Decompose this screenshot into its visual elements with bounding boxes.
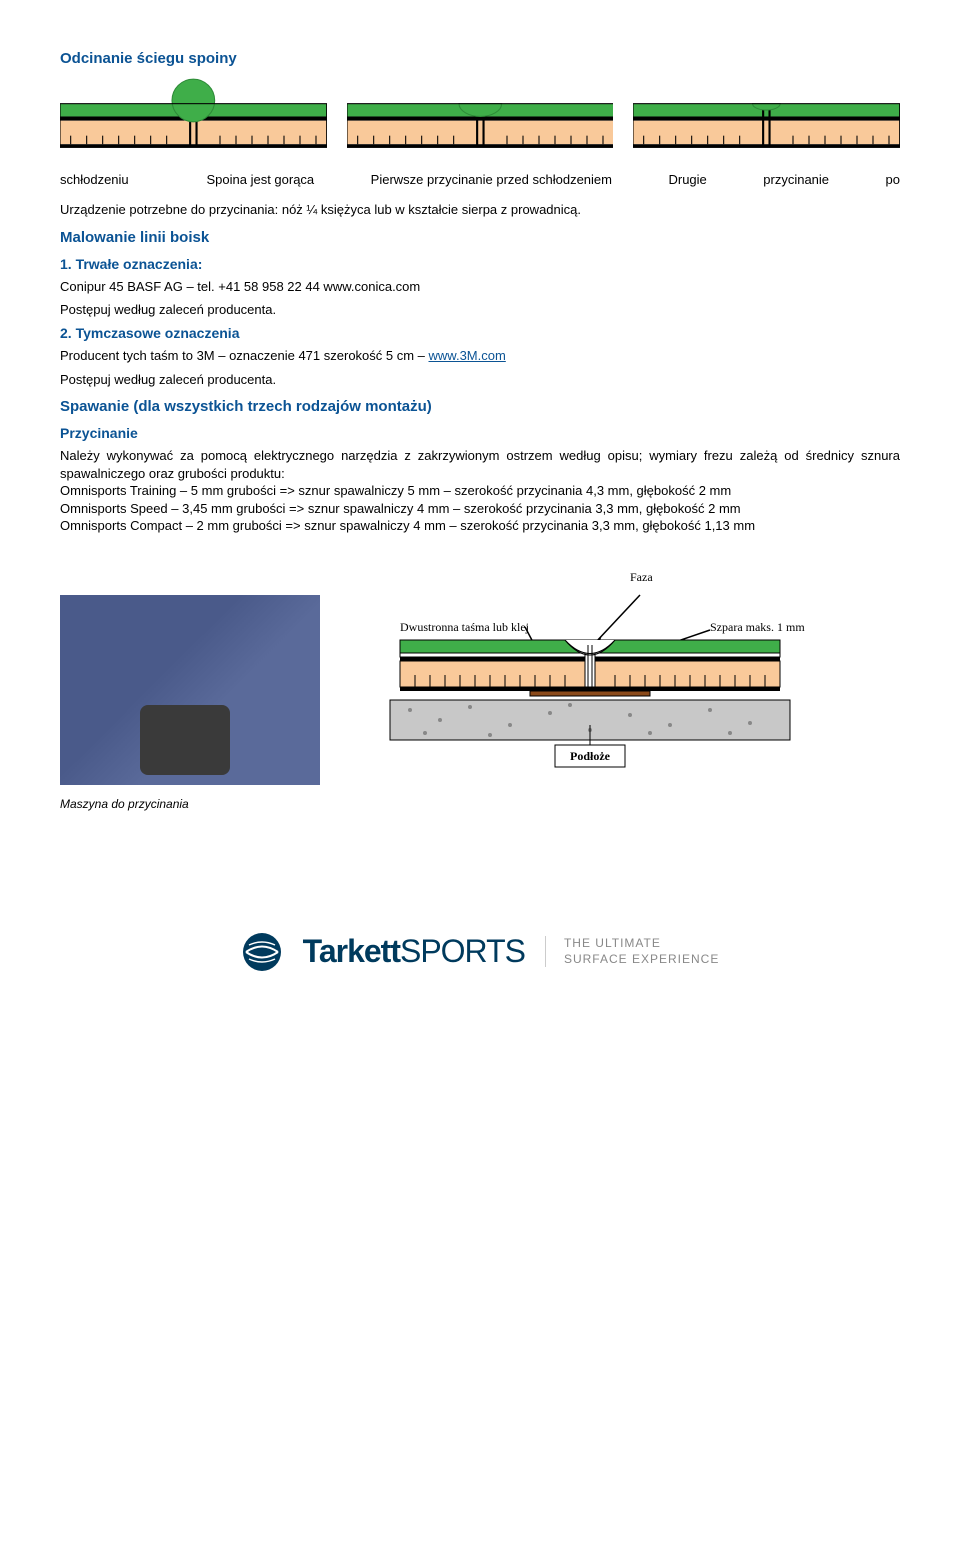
- caption-second-trim-b: przycinanie: [763, 172, 829, 187]
- footer: TarkettSPORTS THE ULTIMATE SURFACE EXPER…: [60, 931, 900, 973]
- logo-text: TarkettSPORTS: [303, 933, 525, 970]
- diagram-captions: schłodzeniu Spoina jest gorąca Pierwsze …: [60, 172, 900, 187]
- cross-section-svg: Podłoże: [370, 575, 810, 775]
- logo-sub: SPORTS: [400, 933, 525, 969]
- caption-c3-line2: schłodzeniu: [60, 172, 150, 187]
- heading-welding: Spawanie (dla wszystkich trzech rodzajów…: [60, 398, 900, 415]
- sec1-l1: Conipur 45 BASF AG – tel. +41 58 958 22 …: [60, 278, 900, 296]
- photo-block: Maszyna do przycinania: [60, 575, 320, 811]
- label-substrate: Podłoże: [570, 749, 611, 763]
- diagram-first-trim: [347, 77, 614, 162]
- cross-section-diagram: Faza Dwustronna taśma lub klej Szpara ma…: [370, 575, 900, 775]
- label-faza: Faza: [630, 570, 653, 585]
- diagram-hot-weld: [60, 77, 327, 162]
- sec2-l1: Producent tych taśm to 3M – oznaczenie 4…: [60, 347, 900, 365]
- heading-line-painting: Malowanie linii boisk: [60, 229, 900, 246]
- sec2-l1a: Producent tych taśm to 3M – oznaczenie 4…: [60, 348, 429, 363]
- caption-second-trim-c: po: [886, 172, 900, 187]
- photo-caption: Maszyna do przycinania: [60, 797, 320, 811]
- cut-title: Przycinanie: [60, 425, 900, 441]
- lower-row: Maszyna do przycinania Faza Dwustronna t…: [60, 575, 900, 811]
- label-tape: Dwustronna taśma lub klej: [400, 620, 529, 635]
- tool-paragraph: Urządzenie potrzebne do przycinania: nóż…: [60, 201, 900, 219]
- sec1-title: 1. Trwałe oznaczenia:: [60, 256, 900, 272]
- heading-cutting-weld: Odcinanie ściegu spoiny: [60, 50, 900, 67]
- caption-hot: Spoina jest gorąca: [206, 172, 314, 187]
- diagram-second-trim: [633, 77, 900, 162]
- sec2-title: 2. Tymczasowe oznaczenia: [60, 325, 900, 341]
- logo-globe-icon: [241, 931, 283, 973]
- tagline-l1: THE ULTIMATE: [564, 936, 719, 952]
- weld-diagrams-row: [60, 77, 900, 162]
- cut-body: Należy wykonywać za pomocą elektrycznego…: [60, 447, 900, 535]
- tagline-l2: SURFACE EXPERIENCE: [564, 952, 719, 968]
- trim-machine-photo: [60, 595, 320, 785]
- link-3m[interactable]: www.3M.com: [429, 348, 506, 363]
- sec2-l2: Postępuj według zaleceń producenta.: [60, 371, 900, 389]
- caption-first-trim: Pierwsze przycinanie przed schłodzeniem: [371, 172, 612, 187]
- label-gap: Szpara maks. 1 mm: [710, 620, 805, 635]
- caption-second-trim-a: Drugie: [668, 172, 706, 187]
- sec1-l2: Postępuj według zaleceń producenta.: [60, 301, 900, 319]
- logo-main: Tarkett: [303, 933, 400, 969]
- tagline: THE ULTIMATE SURFACE EXPERIENCE: [545, 936, 719, 967]
